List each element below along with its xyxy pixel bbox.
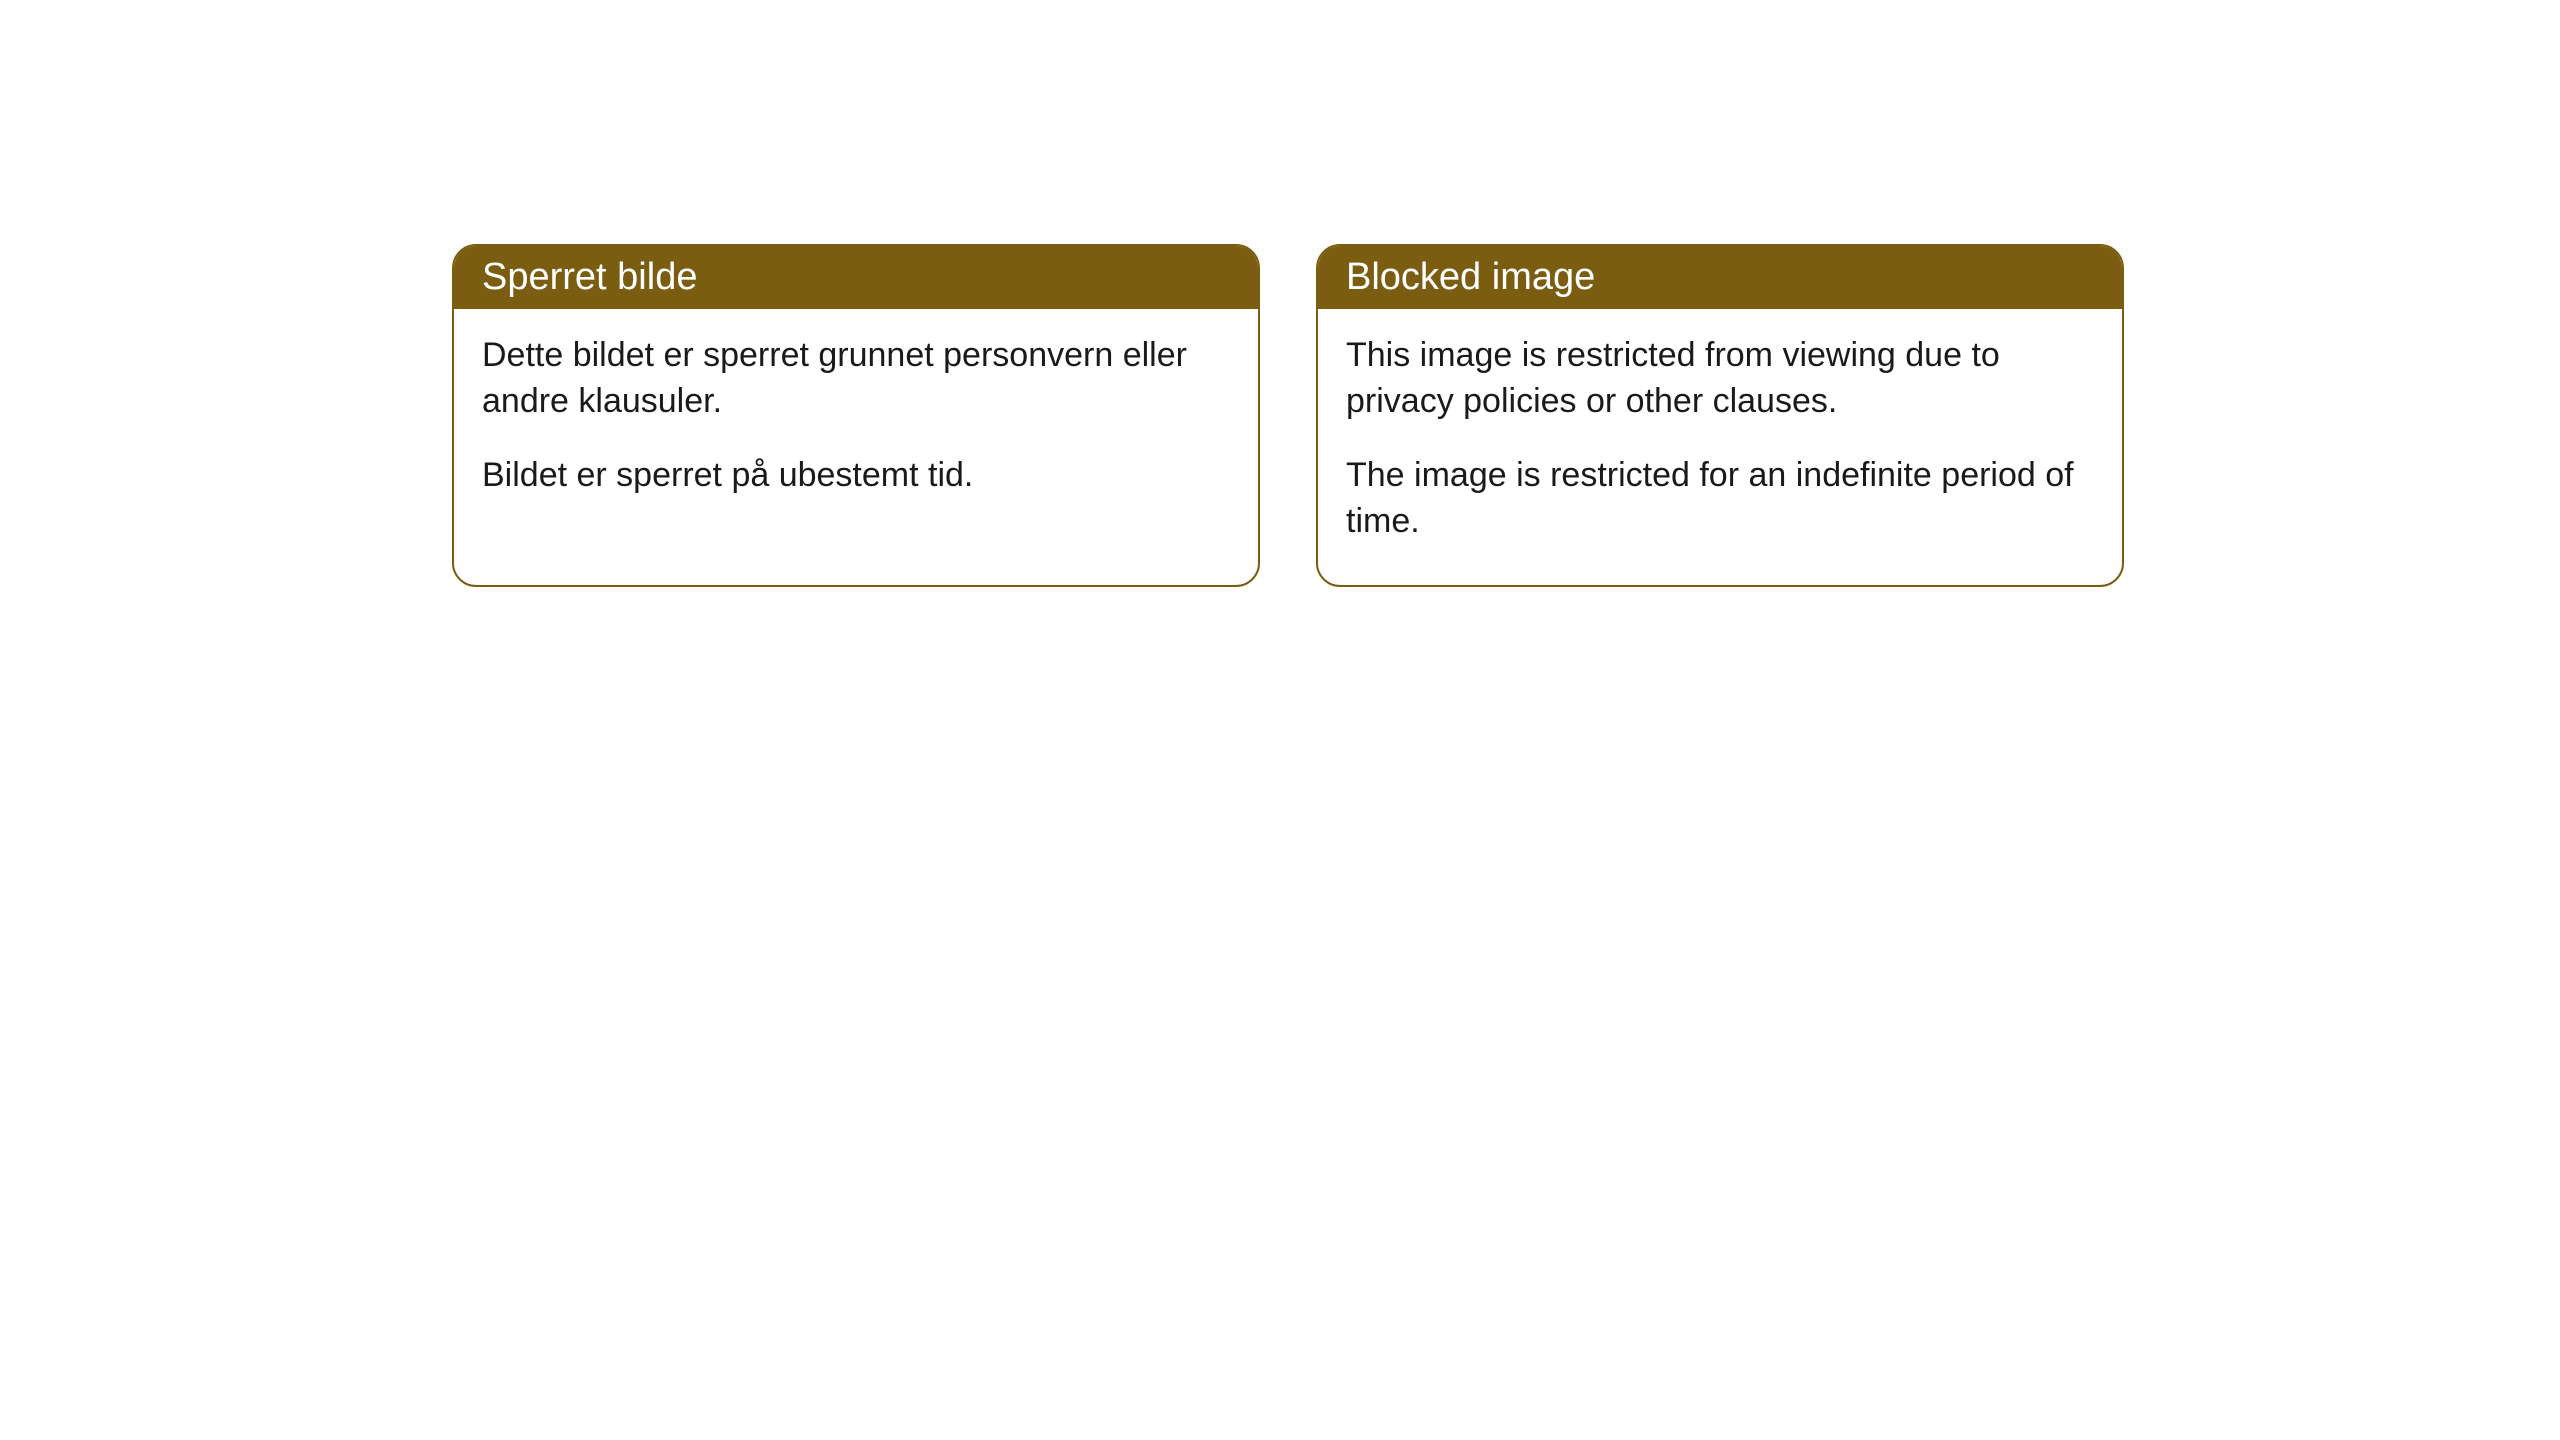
notice-header-english: Blocked image: [1318, 246, 2122, 309]
notice-body-norwegian: Dette bildet er sperret grunnet personve…: [454, 309, 1258, 539]
notice-card-norwegian: Sperret bilde Dette bildet er sperret gr…: [452, 244, 1260, 587]
notice-paragraph: Bildet er sperret på ubestemt tid.: [482, 453, 1230, 499]
notice-container: Sperret bilde Dette bildet er sperret gr…: [452, 244, 2124, 587]
notice-card-english: Blocked image This image is restricted f…: [1316, 244, 2124, 587]
notice-body-english: This image is restricted from viewing du…: [1318, 309, 2122, 585]
notice-paragraph: The image is restricted for an indefinit…: [1346, 453, 2094, 545]
notice-paragraph: Dette bildet er sperret grunnet personve…: [482, 333, 1230, 425]
notice-paragraph: This image is restricted from viewing du…: [1346, 333, 2094, 425]
notice-header-norwegian: Sperret bilde: [454, 246, 1258, 309]
